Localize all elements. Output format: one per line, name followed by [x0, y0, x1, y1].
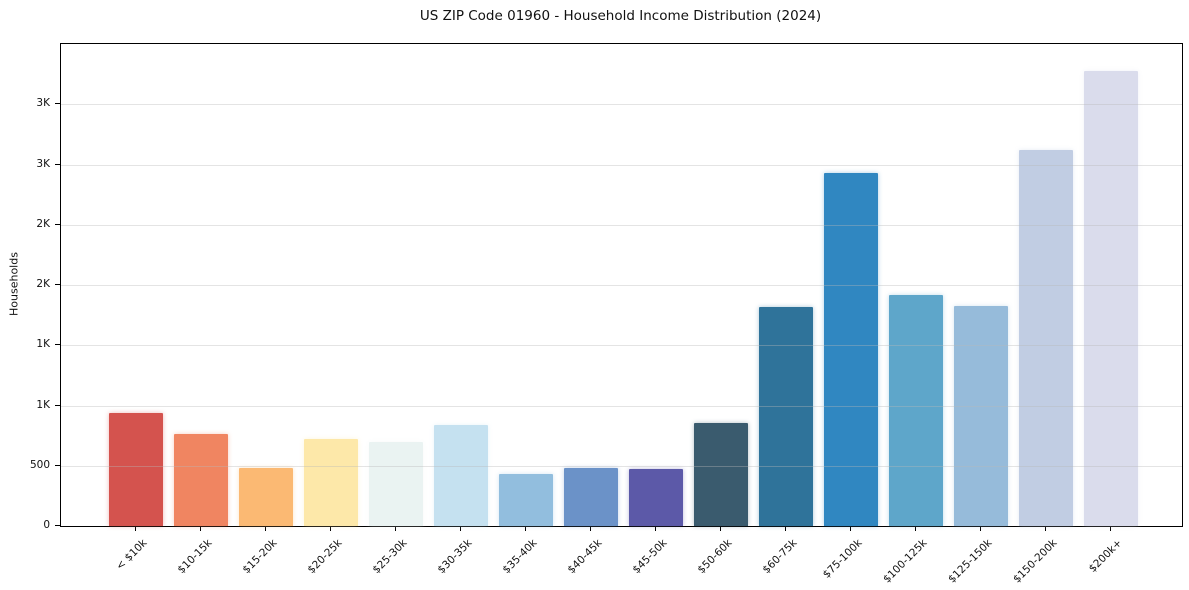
bar [1084, 70, 1138, 526]
y-tick-label: 500 [29, 458, 50, 471]
x-tick-label: < $10k [113, 537, 150, 573]
y-tick-label: 3K [36, 97, 50, 110]
x-tick-mark [655, 526, 656, 531]
x-tick-mark [720, 526, 721, 531]
chart-title: US ZIP Code 01960 - Household Income Dis… [419, 8, 822, 24]
x-tick-mark [785, 526, 786, 531]
y-tick-label: 3K [36, 157, 50, 170]
y-tick-mark [55, 223, 60, 225]
x-tick-mark [460, 526, 461, 531]
bar [304, 439, 358, 526]
bar [434, 424, 488, 526]
gridline [61, 285, 1182, 286]
bar [759, 306, 813, 526]
x-tick-mark [525, 526, 526, 531]
gridline [61, 465, 1182, 467]
y-tick-mark [55, 103, 60, 105]
y-tick-mark [55, 284, 60, 285]
bar [369, 442, 423, 526]
y-tick-mark [55, 525, 60, 526]
bar [109, 412, 163, 526]
bar [629, 468, 683, 526]
gridline [61, 345, 1182, 347]
x-tick-mark [980, 526, 981, 531]
bar [174, 434, 228, 526]
gridline [61, 164, 1182, 166]
bar [954, 305, 1008, 526]
bar [1019, 150, 1073, 526]
x-tick-mark [1045, 526, 1046, 531]
x-tick-mark [850, 526, 851, 531]
plot-area [60, 43, 1183, 527]
gridline [61, 104, 1182, 106]
x-tick-mark [265, 526, 266, 531]
y-tick-label: 0 [43, 519, 50, 531]
y-tick-label: 1K [36, 398, 50, 411]
gridline [61, 405, 1182, 407]
bar [889, 294, 943, 526]
x-tick-mark [330, 526, 331, 531]
x-tick-mark [590, 526, 591, 531]
x-tick-mark [395, 526, 396, 531]
x-tick-mark [135, 526, 136, 531]
bar [824, 172, 878, 526]
y-tick-label: 1K [36, 338, 50, 351]
y-tick-label: 2K [36, 217, 50, 230]
x-tick-mark [1110, 526, 1111, 531]
y-tick-label: 2K [36, 278, 50, 290]
gridline [61, 224, 1182, 226]
y-tick-mark [55, 163, 60, 165]
y-tick-mark [55, 404, 60, 406]
bar [499, 473, 553, 526]
x-tick-mark [915, 526, 916, 531]
y-tick-mark [55, 464, 60, 466]
bar [694, 422, 748, 526]
x-tick-mark [200, 526, 201, 531]
bar [564, 468, 618, 526]
y-tick-mark [55, 344, 60, 346]
bar [239, 468, 293, 526]
